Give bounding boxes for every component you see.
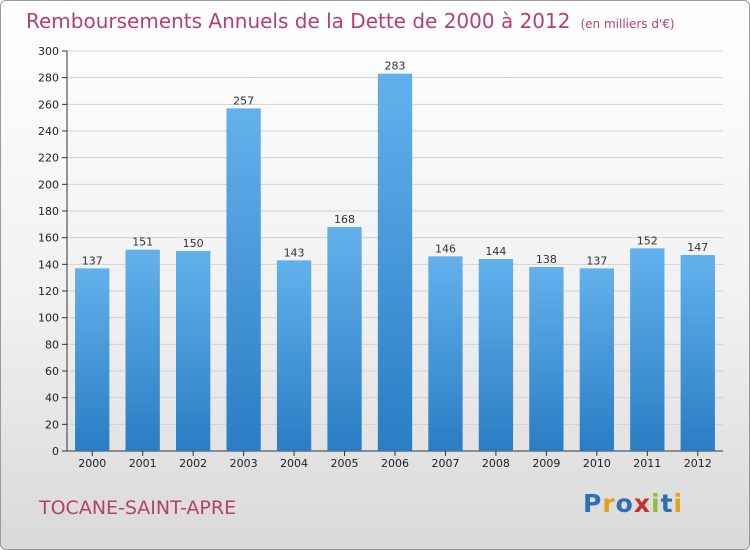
y-tick-label: 60	[45, 365, 59, 378]
x-tick-label: 2005	[331, 457, 359, 470]
x-tick-label: 2011	[633, 457, 661, 470]
x-tick-label: 2009	[532, 457, 560, 470]
value-label: 143	[284, 246, 305, 259]
y-tick-label: 120	[38, 285, 59, 298]
value-label: 168	[334, 213, 355, 226]
x-tick-label: 2012	[684, 457, 712, 470]
x-tick-label: 2008	[482, 457, 510, 470]
logo-letter: r	[602, 489, 616, 518]
title-row: Remboursements Annuels de la Dette de 20…	[26, 9, 675, 33]
logo-letter: o	[615, 489, 634, 518]
value-label: 150	[183, 237, 204, 250]
x-tick-label: 2003	[230, 457, 258, 470]
y-tick-label: 260	[38, 98, 59, 111]
y-tick-label: 300	[38, 45, 59, 58]
bar-2003	[226, 108, 261, 451]
logo-letter: t	[660, 489, 674, 518]
value-label: 137	[82, 254, 103, 267]
value-label: 151	[132, 236, 153, 249]
chart-title: Remboursements Annuels de la Dette de 20…	[26, 9, 571, 33]
logo-letter: i	[673, 489, 684, 518]
x-tick-label: 2004	[280, 457, 308, 470]
x-tick-label: 2007	[431, 457, 459, 470]
x-tick-label: 2001	[129, 457, 157, 470]
value-label: 283	[385, 60, 406, 73]
x-tick-label: 2000	[78, 457, 106, 470]
value-label: 147	[687, 241, 708, 254]
bar-2000	[75, 268, 110, 451]
logo-letter: i	[651, 489, 661, 518]
value-label: 146	[435, 242, 456, 255]
y-tick-label: 280	[38, 72, 59, 85]
y-tick-label: 160	[38, 232, 59, 245]
bar-2005	[327, 227, 362, 451]
value-label: 137	[586, 254, 607, 267]
bar-2011	[630, 248, 665, 451]
value-label: 257	[233, 94, 254, 107]
chart-subtitle: (en milliers d'€)	[580, 17, 675, 31]
y-tick-label: 20	[45, 418, 59, 431]
bar-2006	[377, 73, 413, 452]
y-tick-label: 220	[38, 152, 59, 165]
y-tick-label: 200	[38, 178, 59, 191]
bar-2012	[680, 255, 715, 451]
y-tick-label: 0	[52, 445, 59, 458]
x-tick-label: 2010	[583, 457, 611, 470]
y-tick-label: 80	[45, 338, 59, 351]
bar-2009	[529, 267, 564, 451]
bar-2007	[428, 256, 463, 451]
y-tick-label: 140	[38, 258, 59, 271]
x-tick-label: 2002	[179, 457, 207, 470]
bar-2002	[175, 251, 211, 451]
logo-letter: x	[633, 489, 651, 518]
bar-2010	[579, 268, 615, 451]
proxiti-logo: Proxiti	[583, 489, 683, 518]
bar-2008	[478, 259, 514, 451]
value-label: 152	[637, 234, 658, 247]
value-label: 144	[485, 245, 506, 258]
logo-letter: P	[583, 489, 603, 518]
value-label: 138	[536, 253, 557, 266]
bar-2004	[276, 260, 312, 451]
commune-name: TOCANE-SAINT-APRE	[39, 497, 237, 519]
y-tick-label: 100	[38, 312, 59, 325]
x-tick-label: 2006	[381, 457, 409, 470]
y-tick-label: 40	[45, 392, 59, 405]
y-tick-label: 240	[38, 125, 59, 138]
bar-2001	[125, 249, 160, 451]
y-tick-label: 180	[38, 205, 59, 218]
